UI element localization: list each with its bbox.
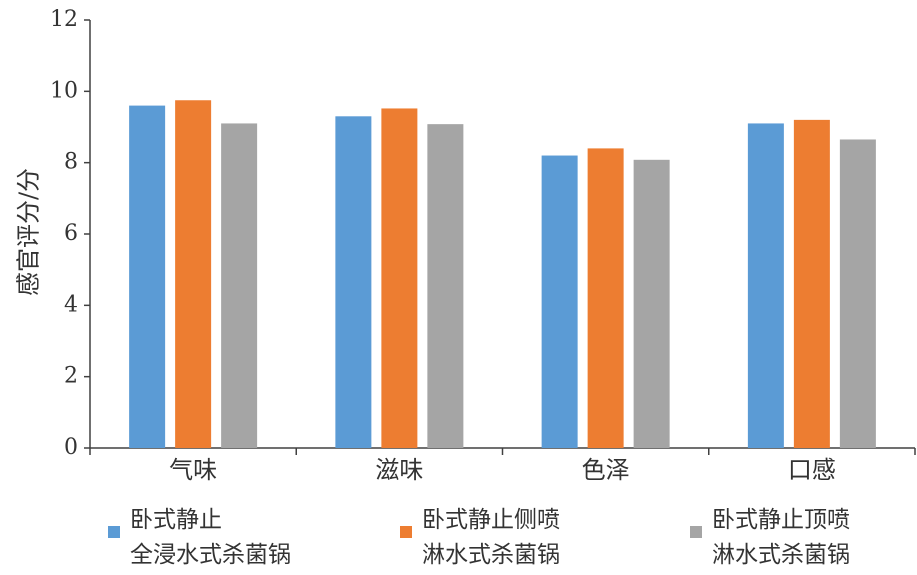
legend-label: 淋水式杀菌锅 [422, 542, 560, 568]
y-tick-label: 6 [64, 221, 78, 246]
x-axis: 气味 滋味 色泽 口感 [89, 447, 916, 484]
y-tick-label: 2 [64, 364, 78, 389]
x-tick-label: 口感 [788, 456, 836, 484]
x-tick-label: 气味 [169, 456, 217, 484]
y-tick-label: 8 [64, 150, 78, 175]
legend-label: 全浸水式杀菌锅 [130, 542, 291, 568]
bar [129, 105, 166, 448]
bars [129, 100, 876, 449]
y-tick-label: 12 [50, 7, 78, 32]
legend-swatch [690, 526, 702, 538]
y-tick-label: 4 [64, 292, 78, 317]
bar [587, 148, 624, 448]
y-tick-label: 0 [64, 435, 78, 460]
y-tick-label: 10 [50, 78, 78, 103]
legend-swatch [400, 526, 412, 538]
bar [747, 123, 784, 448]
y-axis-title: 感官评分/分 [15, 168, 43, 296]
legend-label: 卧式静止顶喷 [712, 507, 850, 533]
legend-label: 卧式静止侧喷 [422, 507, 560, 533]
bar [793, 119, 830, 448]
bar [175, 100, 212, 448]
legend-label: 淋水式杀菌锅 [712, 542, 850, 568]
bar [541, 155, 578, 449]
bar [335, 116, 372, 449]
bar [381, 108, 418, 448]
y-axis: 0 2 4 6 8 10 12 [50, 7, 91, 460]
legend-swatch [108, 526, 120, 538]
bar [633, 159, 670, 448]
legend-label: 卧式静止 [130, 507, 222, 533]
bar [221, 123, 258, 448]
x-tick-label: 滋味 [375, 456, 423, 484]
bar [839, 139, 876, 448]
x-tick-label: 色泽 [582, 456, 630, 484]
bar [427, 124, 464, 448]
